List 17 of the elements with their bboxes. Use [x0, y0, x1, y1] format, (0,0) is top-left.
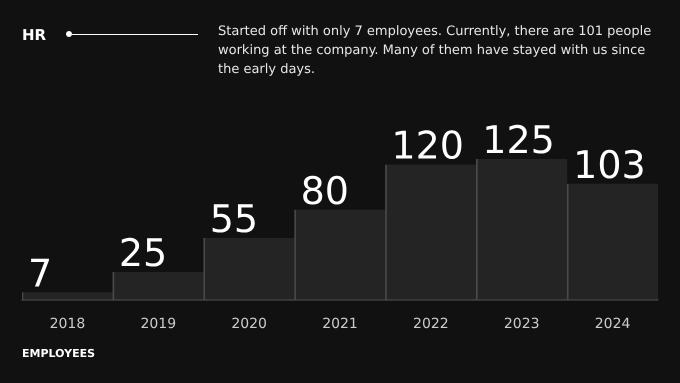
data-label: 103: [573, 142, 646, 187]
x-tick-label: 2018: [50, 316, 86, 332]
chart-title: HR: [22, 26, 46, 44]
chart-subtitle: Started off with only 7 employees. Currently, there are 101 people working at the company. Many of them have stayed with us since the early days.: [218, 23, 652, 79]
x-tick-label: 2022: [413, 316, 449, 332]
x-tick-label: 2024: [594, 316, 630, 332]
x-tick-label: 2023: [504, 316, 540, 332]
x-tick-label: 2020: [231, 316, 267, 332]
x-tick-label: 2019: [140, 316, 176, 332]
data-label: 80: [300, 168, 349, 213]
x-axis-title: EMPLOYEES: [22, 347, 96, 360]
data-label: 25: [118, 230, 168, 275]
data-label: 7: [28, 251, 52, 296]
data-label: 125: [482, 118, 555, 162]
data-label: 55: [210, 197, 258, 242]
x-tick-label: 2021: [322, 316, 358, 332]
data-label: 120: [391, 124, 464, 168]
